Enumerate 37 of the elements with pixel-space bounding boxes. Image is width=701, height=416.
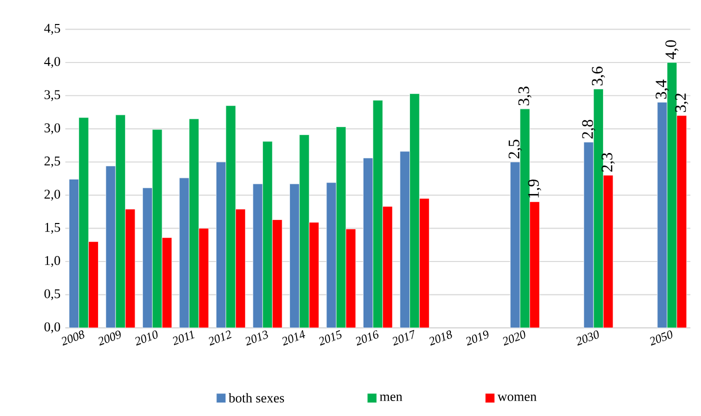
legend-label: men: [380, 394, 402, 402]
x-tick-label: 2009: [98, 330, 121, 346]
y-tick-label: 3,5: [44, 90, 60, 102]
x-tick-label: 2014: [282, 330, 306, 346]
x-tick-label: 2050: [650, 330, 672, 346]
data-label: 1,9: [528, 180, 542, 198]
x-tick-label: 2018: [429, 330, 452, 346]
x-tick-label: 2013: [246, 330, 268, 346]
x-tick-label: 2008: [62, 330, 84, 346]
data-label: 3,6: [592, 66, 605, 86]
data-label: 2,3: [602, 153, 615, 172]
legend-label: women: [498, 394, 537, 402]
y-tick-label: 1,5: [45, 223, 60, 234]
data-label: 3,3: [518, 86, 532, 106]
data-label: 2,5: [508, 140, 522, 159]
y-tick-label: 3,0: [44, 123, 60, 134]
x-tick-label: 2020: [503, 330, 526, 346]
data-label: 4,0: [665, 40, 679, 60]
x-tick-label: 2015: [319, 330, 342, 346]
y-tick-label: 1,0: [45, 256, 60, 268]
y-tick-label: 4,0: [44, 57, 60, 68]
data-label: 3,2: [675, 94, 688, 112]
x-tick-label: 2012: [208, 330, 232, 346]
x-tick-label: 2030: [576, 330, 599, 346]
x-tick-label: 2017: [392, 330, 414, 346]
x-tick-label: 2019: [466, 330, 488, 346]
data-label: 3,4: [656, 80, 669, 99]
x-tick-label: 2010: [135, 330, 158, 346]
y-tick-label: 0,5: [44, 289, 60, 300]
y-tick-label: 2,5: [44, 156, 60, 168]
y-tick-label: 0,0: [44, 322, 60, 334]
x-tick-label: 2011: [172, 330, 195, 346]
x-tick-label: 2016: [356, 330, 378, 346]
legend-label: both sexes: [228, 393, 284, 403]
y-tick-label: 4,5: [44, 24, 60, 35]
y-tick-label: 2,0: [44, 190, 60, 201]
data-label: 2,8: [582, 120, 596, 139]
